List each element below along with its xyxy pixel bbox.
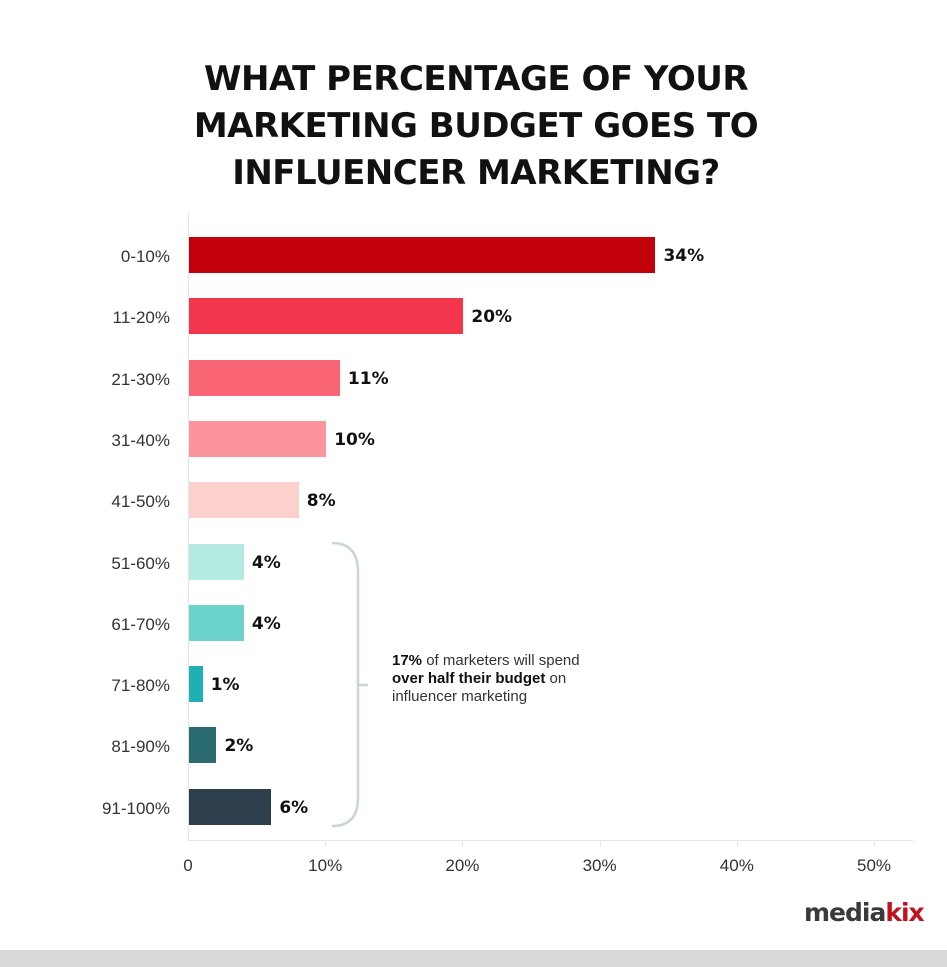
bar — [189, 482, 299, 519]
category-label: 51-60% — [111, 553, 170, 573]
bar-row: 31-40% 10% — [0, 420, 947, 457]
value-label: 4% — [251, 552, 281, 573]
chart-title: WHAT PERCENTAGE OF YOUR MARKETING BUDGET… — [0, 56, 947, 197]
bar — [189, 666, 203, 703]
bar-row: 21-30% 11% — [0, 359, 947, 396]
x-tick-label: 40% — [719, 856, 754, 875]
x-tick-label: 10% — [308, 856, 343, 875]
annotation-text: 17% of marketers will spend over half th… — [392, 652, 580, 705]
x-tick-label: 50% — [856, 856, 892, 875]
brace-bracket-icon — [331, 542, 368, 828]
value-label: 6% — [279, 797, 309, 818]
category-label: 81-90% — [111, 737, 170, 757]
bar-row: 61-70% 4% — [0, 604, 947, 641]
value-label: 8% — [306, 491, 336, 512]
x-tick — [325, 840, 327, 846]
bar-row: 71-80% 1% — [0, 666, 947, 703]
category-label: 41-50% — [111, 492, 170, 512]
bar — [189, 788, 272, 825]
title-line-3: INFLUENCER MARKETING? — [232, 153, 720, 193]
bar-row: 11-20% 20% — [0, 298, 947, 335]
bar-row: 91-100% 6% — [0, 788, 947, 825]
bar — [189, 604, 244, 641]
bar-row: 41-50% 8% — [0, 482, 947, 519]
value-label: 20% — [471, 307, 513, 328]
bar-row: 81-90% 2% — [0, 727, 947, 764]
bar-row: 51-60% 4% — [0, 543, 947, 580]
value-label: 2% — [224, 736, 254, 757]
x-tick — [599, 840, 601, 846]
bar — [189, 237, 656, 273]
value-label: 34% — [663, 246, 705, 266]
bar — [189, 420, 327, 457]
bar — [189, 727, 217, 764]
x-tick — [874, 840, 875, 846]
bar — [189, 298, 464, 335]
x-tick-label: 0 — [183, 856, 193, 875]
bar — [189, 359, 340, 396]
category-label: 31-40% — [111, 430, 170, 450]
value-label: 1% — [210, 675, 240, 696]
x-tick — [736, 840, 738, 846]
bar — [189, 543, 244, 580]
value-label: 11% — [347, 368, 389, 389]
title-line-1: WHAT PERCENTAGE OF YOUR — [203, 59, 749, 99]
x-tick-label: 20% — [445, 856, 480, 875]
x-tick-label: 30% — [582, 856, 617, 875]
x-axis-line — [188, 840, 913, 841]
x-tick — [462, 840, 464, 846]
category-label: 21-30% — [111, 369, 170, 389]
value-label: 4% — [251, 613, 281, 634]
category-label: 61-70% — [111, 614, 170, 634]
category-label: 71-80% — [111, 676, 170, 696]
bar-row: 0-10% 34% — [0, 237, 947, 273]
value-label: 10% — [334, 429, 375, 450]
mediakix-logo: mediakix — [804, 898, 925, 927]
title-line-2: MARKETING BUDGET GOES TO — [193, 106, 759, 146]
category-label: 91-100% — [101, 798, 170, 818]
category-label: 0-10% — [120, 247, 170, 266]
y-axis-line — [188, 212, 189, 840]
category-label: 11-20% — [112, 308, 170, 328]
